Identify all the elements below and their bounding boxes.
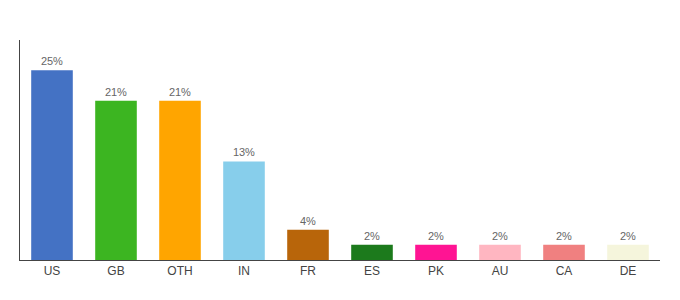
svg-text:2%: 2% <box>556 230 572 242</box>
svg-text:CA: CA <box>556 264 573 278</box>
svg-text:FR: FR <box>300 264 316 278</box>
svg-text:DE: DE <box>620 264 637 278</box>
svg-text:ES: ES <box>364 264 380 278</box>
svg-text:2%: 2% <box>364 230 380 242</box>
svg-text:OTH: OTH <box>167 264 192 278</box>
svg-text:13%: 13% <box>233 146 255 158</box>
svg-text:US: US <box>44 264 61 278</box>
svg-text:2%: 2% <box>492 230 508 242</box>
svg-text:21%: 21% <box>105 86 127 98</box>
svg-text:21%: 21% <box>169 86 191 98</box>
svg-text:25%: 25% <box>41 55 63 67</box>
svg-text:2%: 2% <box>428 230 444 242</box>
svg-text:PK: PK <box>428 264 444 278</box>
svg-text:2%: 2% <box>620 230 636 242</box>
svg-text:AU: AU <box>492 264 509 278</box>
svg-text:4%: 4% <box>300 215 316 227</box>
svg-text:IN: IN <box>238 264 250 278</box>
svg-text:GB: GB <box>107 264 124 278</box>
